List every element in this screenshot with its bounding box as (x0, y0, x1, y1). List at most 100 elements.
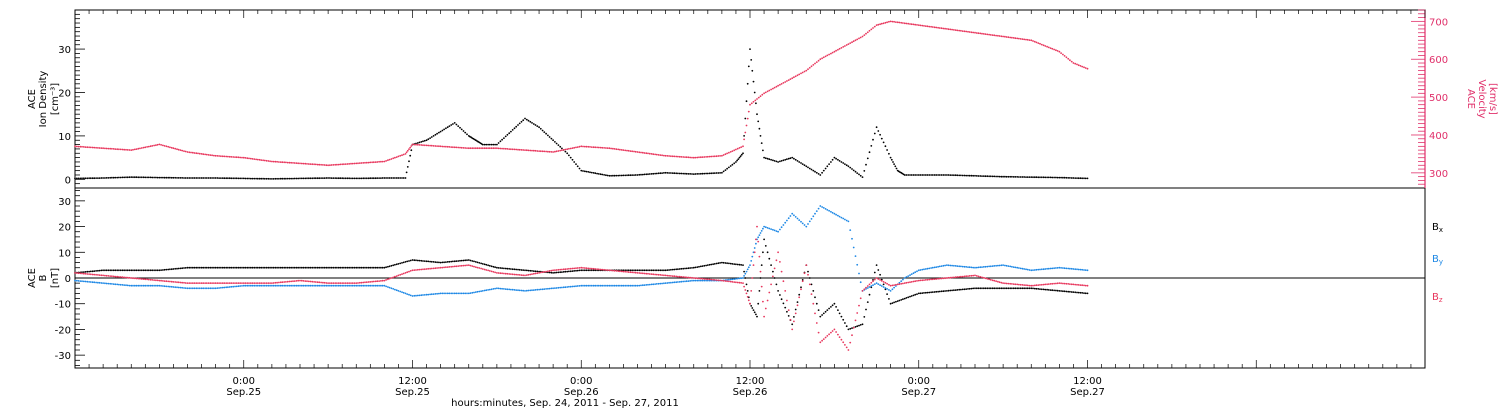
by-point (940, 265, 943, 267)
bx-point (682, 267, 685, 270)
bz-point (232, 282, 235, 284)
by-point (265, 284, 268, 287)
by-point (800, 220, 802, 223)
by-point (619, 284, 621, 287)
velocity-point (485, 147, 488, 150)
bx-point (979, 287, 982, 290)
bz-point (552, 269, 554, 272)
density-point (181, 177, 184, 179)
by-point (610, 284, 612, 287)
bz-point (559, 268, 562, 271)
bx-point (766, 251, 769, 254)
velocity-point (343, 163, 345, 166)
density-point (566, 152, 569, 155)
bz-point (460, 264, 463, 267)
bz-point (891, 284, 894, 287)
by-point (336, 284, 338, 287)
by-point (91, 281, 94, 284)
bx-point (564, 270, 567, 273)
by-point (330, 284, 333, 287)
density-point (408, 160, 410, 163)
bz-point (877, 278, 880, 280)
bx-point (177, 267, 180, 270)
by-point (313, 284, 315, 287)
density-point (362, 177, 365, 180)
bx-point (155, 269, 157, 272)
density-point (202, 177, 205, 179)
bz-point (543, 271, 546, 273)
density-point (372, 177, 375, 180)
bz-point (740, 282, 743, 284)
density-point (924, 174, 927, 176)
velocity-point (118, 148, 120, 151)
velocity-point (140, 147, 143, 149)
by-point (322, 284, 324, 287)
density-point (670, 172, 672, 174)
bx-point (1025, 287, 1027, 290)
velocity-point (847, 43, 850, 45)
bx-point (568, 270, 570, 273)
velocity-point (251, 158, 254, 160)
bz-point (845, 346, 848, 349)
x-tick-label-time: 0:00 (570, 376, 592, 387)
bx-point (304, 266, 307, 269)
by-point (991, 265, 994, 267)
by-point (766, 227, 769, 229)
by-point (865, 288, 867, 290)
density-point (77, 177, 80, 180)
bx-point (810, 283, 813, 286)
velocity-point (179, 149, 182, 152)
bz-point (947, 276, 950, 279)
bx-point (752, 309, 755, 311)
density-point (564, 150, 567, 153)
bx-point (174, 267, 177, 270)
bz-point (643, 272, 646, 275)
bx-point (436, 261, 438, 264)
bz-point (167, 280, 170, 283)
bx-point (423, 260, 426, 262)
velocity-point (186, 151, 189, 153)
velocity-point (743, 138, 745, 141)
velocity-point (86, 146, 89, 149)
density-point (249, 177, 252, 180)
bz-point (786, 299, 788, 302)
bz-point (989, 278, 992, 281)
bx-point (325, 266, 328, 269)
velocity-point (764, 91, 767, 94)
bx-point (139, 269, 141, 272)
by-point (666, 282, 669, 284)
bz-point (490, 270, 493, 273)
by-point (844, 218, 846, 221)
bz-point (181, 281, 184, 284)
by-point (993, 265, 996, 267)
bx-point (262, 266, 264, 269)
density-point (506, 133, 509, 136)
density-point (981, 175, 983, 178)
bx-point (357, 266, 359, 269)
velocity-point (835, 49, 837, 52)
by-point (430, 293, 433, 296)
density-point (640, 173, 642, 176)
bx-point (947, 289, 950, 292)
density-point (385, 177, 387, 179)
velocity-point (388, 158, 391, 161)
by-point (784, 221, 787, 224)
velocity-point (608, 147, 611, 150)
velocity-point (793, 76, 795, 79)
by-point (689, 280, 692, 282)
bx-point (126, 269, 129, 272)
velocity-point (364, 161, 366, 164)
density-point (221, 177, 224, 180)
bz-point (967, 275, 969, 277)
bz-point (316, 281, 319, 284)
by-point (1035, 268, 1038, 271)
bx-point (938, 290, 941, 293)
velocity-point (207, 154, 210, 156)
bx-point (503, 267, 505, 270)
bz-point (111, 275, 113, 278)
by-point (995, 264, 997, 267)
bz-point (580, 266, 583, 269)
bx-point (227, 266, 229, 269)
by-point (263, 284, 266, 287)
by-point (146, 284, 149, 287)
